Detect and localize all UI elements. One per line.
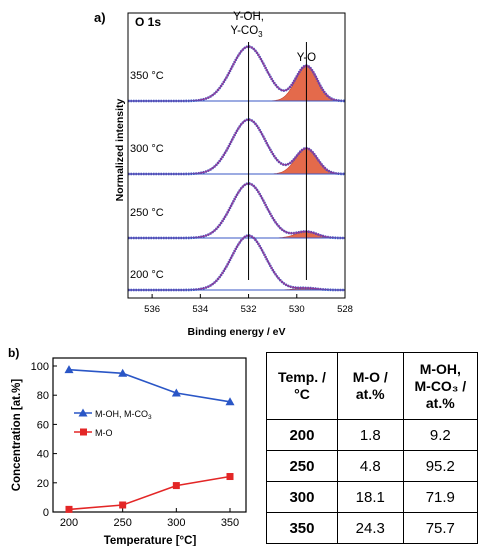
- legend-marker-0: [78, 408, 88, 417]
- header-moh-line1: M-OH,: [419, 360, 461, 377]
- y-axis-label: Normalized intensity: [114, 99, 126, 202]
- spectrum-3: [128, 234, 345, 292]
- header-moh: M-OH, M-CO₃ / at.%: [402, 352, 478, 420]
- plot-frame: [127, 12, 346, 299]
- series-1: [65, 473, 234, 513]
- series-0: [64, 365, 235, 406]
- legend-label-0: M-OH, M-CO3: [95, 409, 152, 421]
- table-cell-mo: 18.1: [336, 481, 404, 513]
- table-row: 350 24.3 75.7: [266, 512, 478, 544]
- data-point-square: [65, 505, 73, 513]
- series-label-0: 350 °C: [130, 70, 164, 82]
- series-line-0: [68, 368, 231, 403]
- x-tick-label-1: 534: [192, 304, 208, 315]
- series-line-1: [68, 475, 231, 511]
- table-row: 300 18.1 71.9: [266, 481, 478, 513]
- x-tick-label-2: 532: [241, 304, 257, 315]
- annotation-y-o: Y-O: [297, 52, 316, 64]
- y-tick-label-0: 0: [43, 507, 49, 519]
- annotation-y-co3: Y-CO3: [230, 25, 263, 39]
- table-cell-temp: 250: [266, 450, 338, 482]
- header-temp-line2: °C: [294, 386, 310, 402]
- series-label-1: 300 °C: [130, 143, 164, 155]
- y-tick-label-5: 100: [31, 361, 49, 373]
- panel-label-b: b): [8, 346, 19, 360]
- y-tick-label-3: 60: [37, 419, 49, 431]
- y-tick-label-4: 80: [37, 390, 49, 402]
- spectrum-0: [128, 45, 346, 103]
- xps-o1s-chart: a) O 1s 350 °C 300 °C 250 °C 200 °C Y-OH, Y-CO3…: [94, 10, 353, 338]
- header-mo: M-O / at.%: [336, 352, 404, 420]
- x-axis-label: Binding energy / eV: [187, 326, 285, 338]
- table-cell-mo: 4.8: [336, 450, 404, 482]
- data-point-square: [119, 501, 127, 509]
- x-tick-label-3: 530: [289, 304, 305, 315]
- legend-label-1: M-O: [95, 428, 113, 438]
- table-header-row: Temp. / °C M-O / at.% M-OH, M-CO₃ / at.%: [266, 352, 478, 420]
- y-tick-label-1: 20: [37, 478, 49, 490]
- table-cell-mo: 24.3: [336, 512, 404, 544]
- plot-frame-b: [52, 357, 247, 513]
- x-tick-label-4: 528: [337, 304, 353, 315]
- spectrum-2: [128, 182, 345, 240]
- y-tick-label-2: 40: [37, 449, 49, 461]
- table-row: 250 4.8 95.2: [266, 450, 478, 482]
- table-cell-temp: 350: [266, 512, 338, 544]
- concentration-table: Temp. / °C M-O / at.% M-OH, M-CO₃ / at.%…: [266, 352, 478, 544]
- data-point-triangle: [171, 388, 181, 397]
- legend-marker-1: [80, 428, 87, 436]
- series-label-3: 200 °C: [130, 269, 164, 281]
- data-point-square: [226, 473, 234, 481]
- x-tick-label-0: 536: [144, 304, 160, 315]
- annotation-y-oh: Y-OH,: [233, 11, 264, 23]
- concentration-table-wrap: Temp. / °C M-O / at.% M-OH, M-CO₃ / at.%…: [266, 352, 478, 546]
- table-cell-mo: 1.8: [336, 419, 404, 451]
- table-cell-moh: 95.2: [402, 450, 478, 482]
- data-point-triangle: [225, 397, 235, 406]
- x-axis-label-b: Temperature [°C]: [104, 535, 197, 546]
- x-tick-label-3: 350: [221, 517, 239, 529]
- header-mo-line2: at.%: [355, 386, 385, 402]
- x-tick-label-2: 300: [167, 517, 185, 529]
- table-cell-temp: 200: [266, 419, 338, 451]
- x-tick-label-1: 250: [113, 517, 131, 529]
- data-point-triangle: [64, 365, 74, 374]
- corner-label: O 1s: [135, 15, 161, 29]
- header-moh-line2: M-CO₃ /: [414, 377, 467, 394]
- series-label-2: 250 °C: [130, 207, 164, 219]
- data-point-square: [172, 482, 180, 490]
- table-cell-temp: 300: [266, 481, 338, 513]
- panel-label-a: a): [94, 10, 106, 25]
- legend: M-OH, M-CO3 M-O: [74, 408, 152, 438]
- data-points-line: [128, 234, 345, 292]
- annotation-y-co3-sub: 3: [258, 30, 263, 39]
- header-mo-line1: M-O /: [352, 369, 388, 385]
- fit-line: [128, 234, 345, 291]
- header-temp-line1: Temp. /: [277, 369, 326, 385]
- table-row: 200 1.8 9.2: [266, 419, 478, 451]
- spectrum-1: [128, 118, 346, 176]
- header-moh-line3: at.%: [425, 394, 455, 411]
- table-cell-moh: 9.2: [402, 419, 478, 451]
- data-point-triangle: [118, 368, 128, 377]
- header-temp: Temp. / °C: [266, 352, 338, 420]
- table-cell-moh: 75.7: [402, 512, 478, 544]
- table-cell-moh: 71.9: [402, 481, 478, 513]
- y-o-fill: [258, 65, 346, 102]
- y-axis-label-b: Concentration [at.%]: [11, 379, 23, 492]
- concentration-chart: b) 0 20 40 60 80 100 200 250 300 350 Temperature [°…: [8, 346, 247, 546]
- x-tick-label-0: 200: [60, 517, 78, 529]
- legend-label-0-sub: 3: [148, 414, 152, 421]
